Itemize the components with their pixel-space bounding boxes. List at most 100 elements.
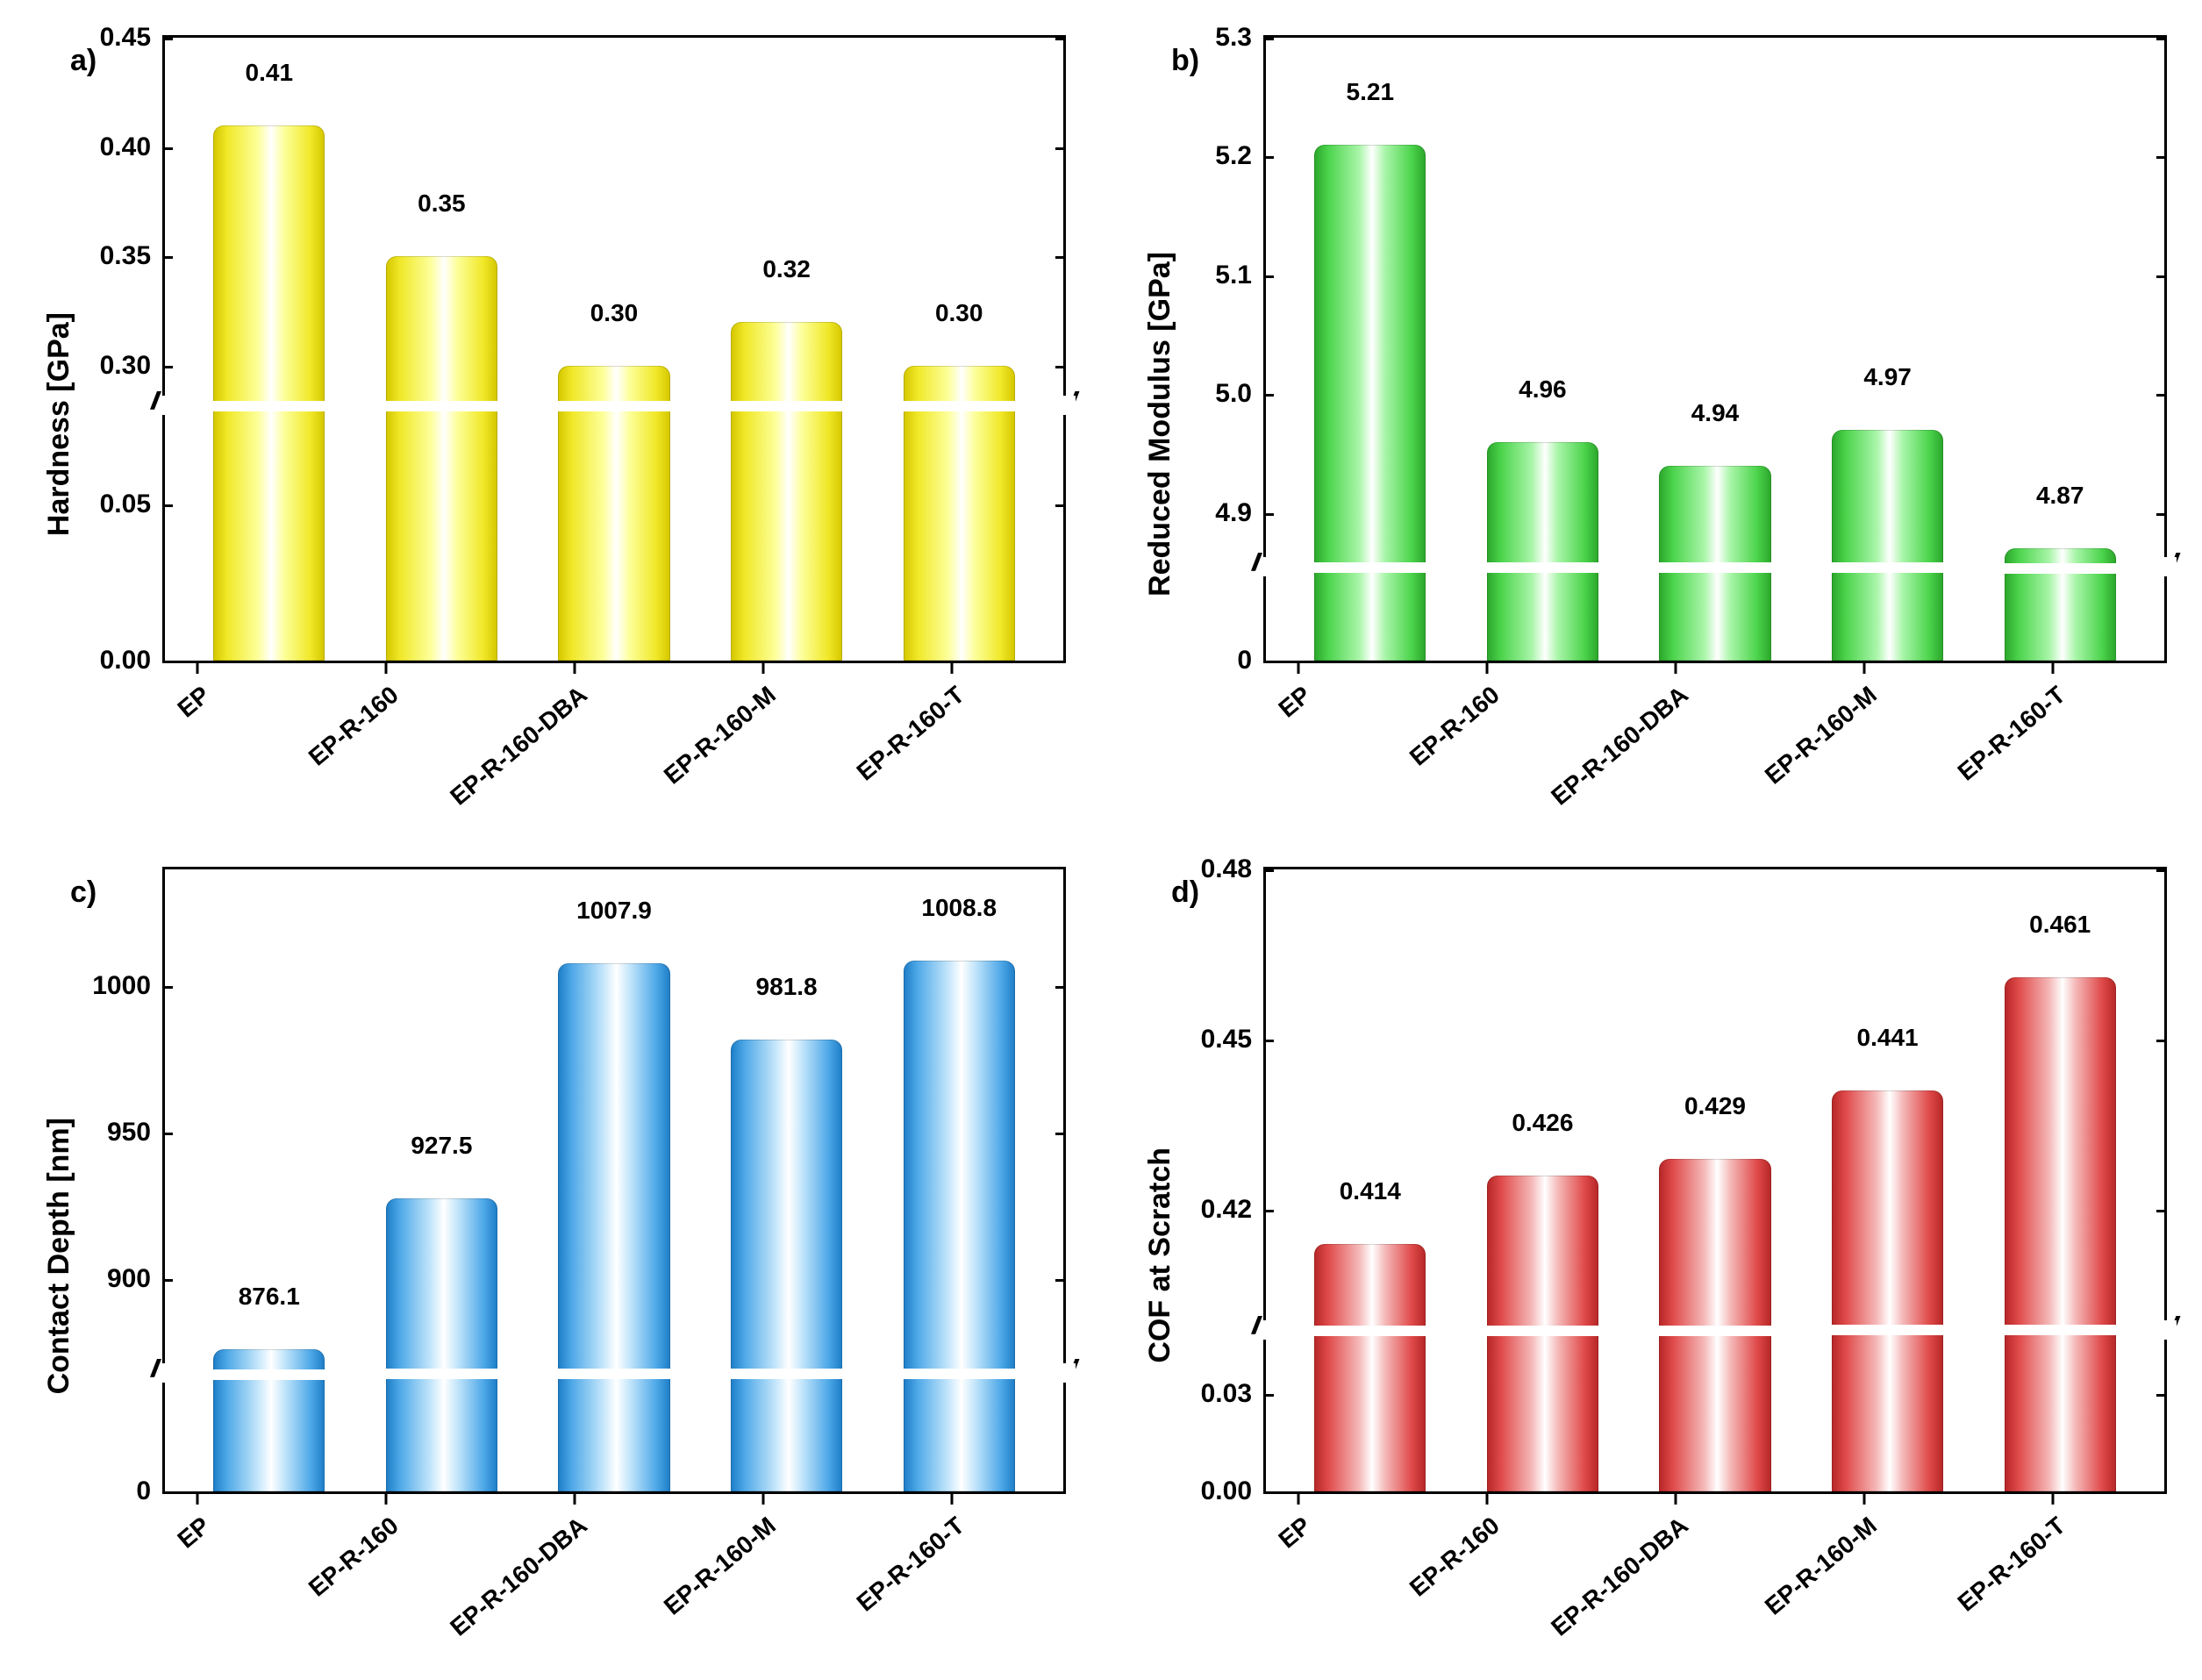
panel-c-chart-area: Contact Depth [nm] 09009501000////876.19… [35,867,1066,1646]
panel-c-xticks: EPEP-R-160EP-R-160-DBAEP-R-160-MEP-R-160… [83,1505,1066,1645]
ytick-label: 1000 [92,971,151,1001]
ytick-label: 0.42 [1201,1195,1252,1225]
xtick: EP-R-160-T [1968,1505,2138,1645]
bars-container: 0.410.350.300.320.30 [165,38,1063,661]
xtick-label: EP-R-160-T [852,681,970,787]
xtick: EP-R-160-DBA [1591,674,1761,814]
xtick-label: EP [1273,681,1316,724]
ytick-label: 950 [107,1118,151,1147]
xtick: EP-R-160 [301,674,471,814]
xtick-label: EP-R-160-M [1760,1512,1883,1621]
panel-d-plot-region: 0.000.030.420.450.48////0.4140.4260.4290… [1184,867,2167,1646]
xtick: EP [112,674,282,814]
bar-value-label: 0.426 [1512,1109,1573,1142]
xtick: EP-R-160-T [867,674,1037,814]
panel-c-plot-region: 09009501000////876.1927.51007.9981.81008… [83,867,1066,1646]
bar-wrap: 4.97 [1810,38,1965,661]
ytick-label: 5.1 [1215,261,1252,290]
ytick-label: 0.48 [1201,854,1252,884]
xtick-label: EP-R-160-M [1760,681,1883,790]
panel-b-ylabel: Reduced Modulus [GPa] [1136,252,1184,597]
bar-wrap: 0.30 [537,38,692,661]
xtick: EP-R-160-T [1968,674,2138,814]
bars-container: 0.414 0.426 0.429 0.441 0.461 [1266,869,2164,1492]
xtick-label: EP [172,681,215,724]
xtick: EP-R-160-T [867,1505,1037,1645]
panel-c-plot-box: 09009501000////876.1927.51007.9981.81008… [162,867,1066,1495]
panel-c: c) Contact Depth [nm] 09009501000////876… [35,867,1066,1646]
bar-wrap: 1007.9 [537,869,692,1492]
bar [1487,442,1598,661]
xtick: EP-R-160 [1402,674,1572,814]
bar-value-label: 0.32 [762,255,811,289]
xtick: EP-R-160-M [678,1505,848,1645]
ytick-label: 0 [136,1476,151,1506]
bar-wrap: 876.1 [191,869,347,1492]
bar [2005,548,2116,660]
bar-value-label: 4.97 [1863,363,1912,397]
bar [731,322,842,660]
xtick: EP-R-160-DBA [1591,1505,1761,1645]
bar [386,256,497,660]
panel-a-label: a) [70,44,97,78]
xtick-label: EP-R-160 [1405,681,1505,772]
xtick-label: EP-R-160-T [1953,1512,2071,1618]
bar-wrap: 0.429 [1638,869,1793,1492]
panel-b-plot-box: 04.95.05.15.25.3////5.214.964.944.974.87 [1263,35,2167,663]
xtick-label: EP-R-160-T [852,1512,970,1618]
bar [558,963,669,1491]
bar-value-label: 0.30 [590,299,639,332]
xtick-label: EP-R-160 [304,1512,404,1603]
xtick: EP-R-160-M [678,674,848,814]
chart-grid: a) Hardness [GPa] 0.000.050.300.350.400.… [35,35,2167,1645]
panel-a-plot-box: 0.000.050.300.350.400.45////0.410.350.30… [162,35,1066,663]
bar [213,125,325,661]
xtick: EP-R-160 [301,1505,471,1645]
bar-value-label: 4.96 [1519,375,1567,409]
panel-a-chart-area: Hardness [GPa] 0.000.050.300.350.400.45/… [35,35,1066,814]
panel-c-ylabel: Contact Depth [nm] [35,1118,83,1394]
bar-value-label: 0.461 [2029,911,2091,944]
xtick-label: EP-R-160 [304,681,404,772]
xtick: EP [1213,674,1383,814]
bar-wrap: 1008.8 [882,869,1037,1492]
panel-d-chart-area: COF at Scratch 0.000.030.420.450.48////0… [1136,867,2167,1646]
panel-b-label: b) [1171,44,1199,78]
panel-a-xticks: EPEP-R-160EP-R-160-DBAEP-R-160-MEP-R-160… [83,674,1066,814]
bar [558,366,669,660]
bar-wrap: 0.441 [1810,869,1965,1492]
bar [1832,1090,1943,1491]
panel-b-xticks: EP EP-R-160 EP-R-160-DBAEP-R-160-M EP-R-160… [1184,674,2167,814]
panel-d-plot-box: 0.000.030.420.450.48////0.4140.4260.4290… [1263,867,2167,1495]
bar-value-label: 0.441 [1857,1024,1919,1057]
bar-value-label: 0.414 [1340,1177,1401,1211]
ytick-label: 0.00 [1201,1476,1252,1506]
bar-wrap: 0.41 [191,38,347,661]
ytick-label: 4.9 [1215,498,1252,528]
ytick-label: 0.35 [100,241,151,271]
panel-b-plot-region: 04.95.05.15.25.3////5.214.964.944.974.87… [1184,35,2167,814]
xtick: EP-R-160-DBA [490,674,660,814]
panel-b-chart-area: Reduced Modulus [GPa] 04.95.05.15.25.3//… [1136,35,2167,814]
bar-wrap: 927.5 [364,869,519,1492]
xtick-label: EP-R-160-M [659,681,782,790]
ytick-label: 0.45 [100,23,151,53]
bar [1659,466,1770,661]
panel-d-label: d) [1171,876,1199,910]
panel-c-label: c) [70,876,97,910]
bar [386,1198,497,1491]
bar [1314,145,1426,661]
bar [1314,1244,1426,1491]
bar-value-label: 876.1 [239,1283,300,1316]
panel-a: a) Hardness [GPa] 0.000.050.300.350.400.… [35,35,1066,814]
ytick-label: 0.00 [100,646,151,676]
xtick-label: EP [172,1512,215,1555]
ytick-label: 0.45 [1201,1025,1252,1054]
panel-a-ylabel: Hardness [GPa] [35,312,83,536]
panel-d-xticks: EPEP-R-160EP-R-160-DBAEP-R-160-MEP-R-160… [1184,1505,2167,1645]
bar-wrap: 4.94 [1638,38,1793,661]
bar [2005,977,2116,1491]
ytick-label: 5.3 [1215,23,1252,53]
panel-b: b) Reduced Modulus [GPa] 04.95.05.15.25.… [1136,35,2167,814]
bar-wrap: 0.461 [1983,869,2138,1492]
